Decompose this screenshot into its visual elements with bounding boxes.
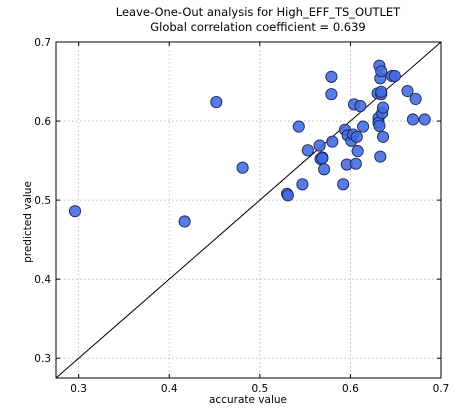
data-point (406, 113, 419, 126)
data-point (401, 84, 414, 98)
data-point (376, 101, 390, 114)
data-point (326, 135, 339, 148)
data-point (354, 99, 367, 113)
data-point (318, 163, 331, 176)
x-tick-label: 0.4 (161, 383, 178, 395)
chart-subtitle: Global correlation coefficient = 0.639 (150, 20, 366, 34)
data-point (376, 130, 390, 143)
data-point (325, 88, 338, 101)
y-tick-label: 0.4 (34, 274, 51, 286)
y-axis-ticks: 0.3 0.4 0.5 0.6 0.7 (34, 37, 441, 365)
data-point (375, 85, 388, 98)
data-point (325, 70, 338, 83)
data-point (236, 161, 249, 174)
data-point (313, 139, 326, 152)
y-tick-label: 0.3 (34, 353, 51, 365)
plot-area-frame (55, 41, 442, 379)
y-axis-label: predicted value (22, 181, 34, 263)
data-point (374, 150, 387, 163)
data-point (409, 92, 422, 105)
data-point (351, 145, 364, 158)
data-point (301, 144, 314, 157)
data-point (210, 96, 223, 109)
data-point (418, 113, 431, 126)
data-point (337, 178, 350, 191)
x-axis-label: accurate value (209, 394, 287, 406)
x-tick-label: 0.6 (342, 383, 359, 395)
data-point (388, 69, 401, 83)
x-tick-label: 0.7 (433, 383, 450, 395)
data-point (178, 215, 191, 228)
data-point (349, 157, 362, 170)
data-point (375, 65, 388, 78)
data-point (373, 119, 386, 132)
x-tick-label: 0.5 (251, 383, 268, 395)
data-points (68, 59, 431, 228)
y-tick-label: 0.6 (34, 116, 51, 128)
data-point (350, 130, 363, 143)
data-point (292, 120, 305, 133)
data-point (296, 178, 309, 191)
data-point (357, 120, 370, 133)
data-point (316, 152, 329, 165)
y-tick-label: 0.7 (34, 37, 51, 49)
x-tick-label: 0.3 (70, 383, 87, 395)
x-axis-ticks: 0.3 0.4 0.5 0.6 0.7 (70, 42, 449, 395)
data-point (68, 205, 82, 218)
y-tick-label: 0.5 (34, 195, 51, 207)
data-point (281, 189, 294, 202)
chart-title: Leave-One-Out analysis for High_EFF_TS_O… (116, 5, 401, 19)
